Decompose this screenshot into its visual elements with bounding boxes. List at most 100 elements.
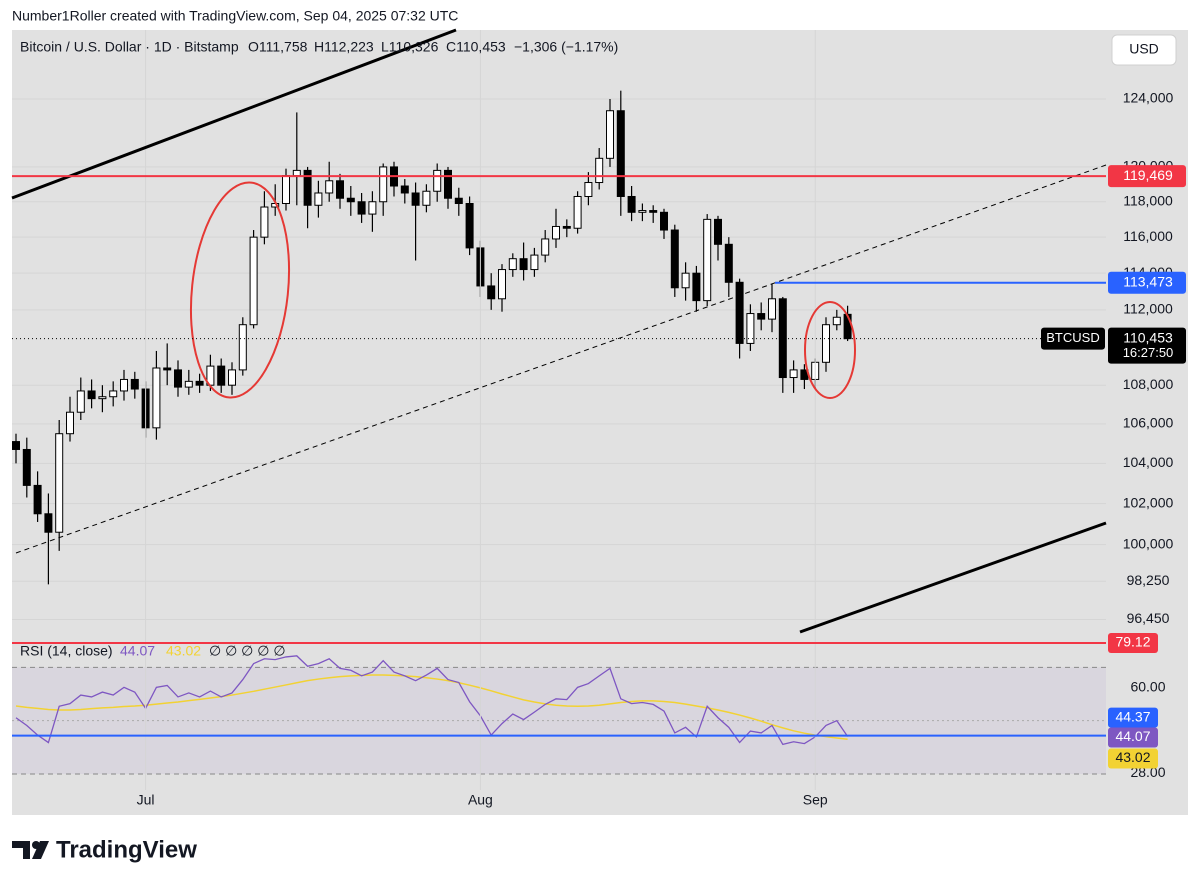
candle-body [400,185,409,194]
candle-body [660,211,668,231]
plot-area [12,30,1106,790]
ohlc-low: L110,326 [381,39,439,55]
candle-body [789,369,798,379]
candle-body [757,313,766,320]
rsi-extra: ∅ ∅ ∅ ∅ ∅ [209,643,286,659]
candle-body [444,169,452,199]
channel-mid [15,164,1107,554]
x-tick-label: Jul [137,792,155,808]
candle-body [562,225,571,229]
candle-body [422,190,431,206]
price-change: −1,306 (−1.17%) [514,39,618,55]
candle-body [454,197,463,205]
candle-body [217,365,226,386]
candle-body [530,254,539,271]
highlight-ellipse [804,301,856,399]
channel-lower [799,521,1107,634]
candle-body [55,433,64,533]
candle-body [584,182,593,197]
candle-body [314,192,323,206]
y-tick-label: 112,000 [1123,301,1173,317]
candle-body [465,203,474,249]
rsi-ma-value: 43.02 [166,643,201,659]
candle-body [595,157,604,184]
candle-body [130,378,139,390]
rsi-title: RSI (14, close) [20,643,113,659]
countdown: 16:27:50 [1123,345,1174,360]
candle-body [573,195,582,229]
candle-body [152,367,161,429]
candle-body [325,180,334,194]
candle-body [357,201,366,215]
currency[interactable]: USD [1129,41,1159,57]
candle-body [411,192,420,206]
candle-body [228,369,236,386]
attribution: Number1Roller created with TradingView.c… [12,8,458,24]
candle-body [87,390,96,400]
candle-body [703,218,712,302]
symbol: BTCUSD [1046,330,1099,345]
ohlc-open: O111,758 [248,39,308,55]
rsi-level-label: 44.37 [1115,708,1150,724]
candle-body [433,169,442,192]
candle-body [498,269,506,300]
candle-body [541,238,550,256]
rsi-value: 44.07 [120,643,155,659]
y-tick-label: 100,000 [1123,535,1174,551]
currency-button[interactable] [1111,34,1177,66]
y-tick-label: 108,000 [1123,376,1174,392]
y-tick-label: 118,000 [1123,192,1173,208]
y-tick-label: 104,000 [1123,454,1174,470]
candle-body [746,313,755,344]
price-level-box [1108,271,1186,294]
y-tick-label: 96,450 [1127,610,1170,626]
y-tick-label: 124,000 [1123,90,1174,106]
candle-body [778,298,787,379]
candle-body [292,169,301,177]
candle-body [22,448,31,486]
symbol-box [1041,327,1105,350]
rsi-level-label: 79.12 [1115,634,1150,650]
candle-body [832,316,841,326]
candle-body [238,324,247,371]
candle-body [44,513,53,533]
price-level-box [1108,165,1186,188]
y-tick-label: 60.00 [1130,679,1165,695]
rsi-ma-label: 43.02 [1115,749,1150,765]
y-tick-label: 106,000 [1123,415,1174,431]
candle-body [12,441,20,450]
candle-body [606,110,614,159]
channel-upper [11,28,457,200]
candle-body [249,236,258,326]
candle-body [692,272,701,302]
candle-body [822,324,830,363]
candle-body [109,390,118,398]
x-tick-label: Aug [468,792,493,808]
candle-body [616,110,625,197]
highlight-ellipse [189,181,291,399]
candle-body [552,225,560,240]
candle-body [184,380,193,388]
candle-body [346,197,355,203]
rsi-ma-box [1108,748,1158,769]
y-tick-label: 102,000 [1123,494,1174,510]
candle-body [76,390,85,413]
series-title: Bitcoin / U.S. Dollar · 1D · Bitstamp [20,39,239,55]
candle-body [163,367,172,371]
candle-body [66,411,74,435]
overlay: 124,000120,000118,000116,000114,000112,0… [12,90,1186,808]
price-level-label: 113,473 [1123,273,1173,289]
candle-body [174,369,182,388]
candle-body [368,201,377,215]
ohlc-high: H112,223 [314,39,374,55]
candle-body [336,180,344,199]
candle-body [260,206,269,238]
candle-body [627,195,636,213]
y-tick-label: 116,000 [1123,228,1173,244]
candle-body [519,258,528,271]
rsi-line [15,655,849,746]
last-price-box [1108,327,1186,364]
candle-body [195,380,204,386]
